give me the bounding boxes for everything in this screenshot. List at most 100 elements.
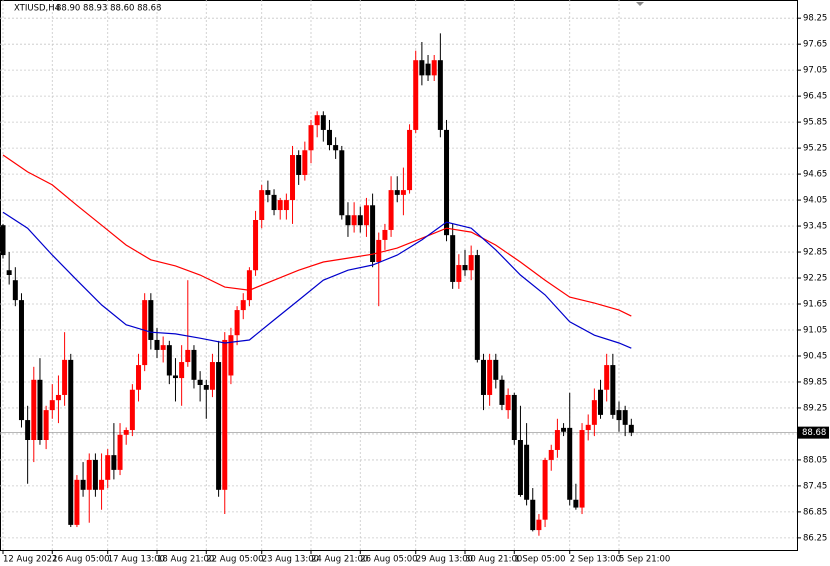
candle-body: [320, 115, 326, 130]
candle-body: [388, 190, 394, 230]
candle-body: [62, 359, 68, 395]
candle-body: [37, 379, 43, 440]
x-tick-label: 2 Sep 13:00: [570, 555, 621, 565]
x-tick-label: 17 Aug 13:00: [108, 555, 165, 565]
candle-body: [136, 365, 142, 390]
candle-body: [203, 385, 209, 390]
candle-body: [591, 400, 597, 425]
y-tick-label: 88.05: [803, 455, 827, 465]
candle-body: [86, 459, 92, 490]
y-tick-label: 92.25: [803, 274, 827, 284]
candle-body: [554, 430, 560, 450]
candle-body: [179, 362, 185, 379]
candle-body: [444, 129, 450, 236]
x-tick-label: 24 Aug 21:00: [311, 555, 368, 565]
candle-body: [111, 455, 117, 470]
candle-body: [363, 205, 369, 226]
candle-body: [80, 479, 86, 490]
candle-body: [413, 60, 419, 130]
y-tick-label: 95.85: [803, 118, 827, 128]
candle-body: [246, 270, 252, 301]
candle-body: [604, 365, 610, 390]
candle-body: [234, 310, 240, 336]
candle-body: [505, 394, 511, 411]
x-tick-label: 22 Aug 05:00: [206, 555, 263, 565]
candle-body: [283, 200, 289, 211]
y-tick-label: 86.25: [803, 533, 827, 543]
y-tick-label: 89.25: [803, 403, 827, 413]
y-tick-label: 96.45: [803, 92, 827, 102]
candle-body: [376, 239, 382, 263]
candle-body: [49, 400, 55, 411]
candle-body: [222, 339, 228, 490]
last-price-box: [798, 426, 829, 439]
candle-body: [302, 150, 308, 175]
candle-body: [308, 125, 314, 151]
candle-body: [468, 255, 474, 271]
candle-body: [351, 215, 357, 226]
candle-body: [407, 129, 413, 191]
candle-body: [99, 479, 105, 490]
y-tick-label: 98.25: [803, 14, 827, 24]
candle-body: [579, 430, 585, 508]
candle-body: [345, 215, 351, 226]
candle-body: [185, 349, 191, 363]
y-tick-label: 90.45: [803, 351, 827, 361]
candle-body: [148, 300, 154, 340]
candle-body: [253, 220, 259, 271]
x-tick-label: 26 Aug 05:00: [360, 555, 417, 565]
candle-body: [154, 339, 160, 350]
candle-body: [548, 449, 554, 460]
x-tick-label: 16 Aug 05:00: [52, 555, 109, 565]
candle-body: [357, 215, 363, 226]
x-tick-label: 12 Aug 2022: [3, 555, 57, 565]
candle-body: [370, 205, 376, 263]
y-tick-label: 95.25: [803, 144, 827, 154]
candle-body: [561, 427, 567, 432]
candle-body: [474, 255, 480, 360]
candle-body: [74, 479, 80, 525]
candle-body: [105, 455, 111, 480]
y-tick-label: 93.45: [803, 222, 827, 232]
candle-body: [265, 190, 271, 195]
candle-body: [271, 194, 277, 211]
candle-body: [191, 349, 197, 380]
chart-subtitle: 88.90 88.93 88.60 88.68: [56, 4, 161, 14]
plot-frame: [0, 0, 798, 551]
candle-body: [160, 345, 166, 350]
candle-body: [628, 424, 634, 433]
y-tick-label: 86.85: [803, 507, 827, 517]
y-tick-label: 89.85: [803, 377, 827, 387]
candle-body: [117, 434, 123, 470]
candle-body: [240, 300, 246, 311]
candle-body: [536, 519, 542, 531]
candle-body: [333, 145, 339, 151]
candle-body: [129, 389, 135, 431]
y-tick-label: 91.05: [803, 326, 827, 336]
candle-body: [339, 150, 345, 216]
candle-body: [326, 129, 332, 146]
moving-average: [2, 211, 632, 349]
candle-body: [259, 190, 265, 220]
candle-body: [431, 60, 437, 76]
x-tick-label: 29 Aug 13:00: [416, 555, 473, 565]
candle-body: [487, 359, 493, 395]
y-tick-label: 87.45: [803, 481, 827, 491]
x-tick-label: 5 Sep 21:00: [619, 555, 670, 565]
candle-body: [585, 424, 591, 431]
candle-body: [499, 379, 505, 405]
x-tick-label: 18 Aug 21:00: [157, 555, 214, 565]
candle-body: [524, 444, 530, 500]
candle-body: [456, 265, 462, 282]
candle-body: [610, 365, 616, 415]
candle-body: [142, 300, 148, 366]
candle-body: [209, 362, 215, 390]
candle-body: [511, 394, 517, 440]
candle-body: [166, 345, 172, 376]
candle-body: [493, 359, 499, 380]
scroll-marker: [636, 2, 644, 6]
candle-body: [216, 362, 222, 490]
candle-body: [172, 375, 178, 379]
candle-body: [25, 420, 31, 440]
